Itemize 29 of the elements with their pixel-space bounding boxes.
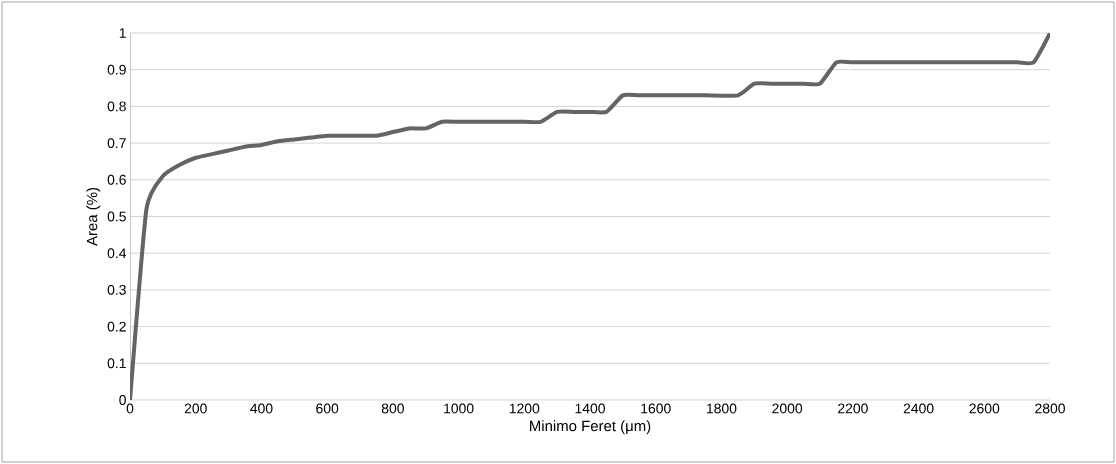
y-tick-label: 1 — [119, 28, 126, 38]
y-tick-label: 0.7 — [107, 138, 126, 149]
x-tick-label: 2800 — [1035, 403, 1065, 414]
x-tick-label: 400 — [250, 403, 273, 414]
x-tick-label: 2000 — [772, 403, 803, 414]
y-axis-title: Area (%) — [86, 187, 101, 246]
y-tick-label: 0 — [119, 395, 126, 405]
y-tick-label: 0.3 — [107, 284, 126, 295]
x-tick-label: 1400 — [575, 403, 605, 414]
x-tick-label: 1800 — [706, 403, 737, 414]
x-tick-label: 600 — [316, 403, 339, 414]
y-tick-label: 0.1 — [107, 358, 126, 369]
x-axis-title: Minimo Feret (μm) — [530, 420, 651, 435]
x-tick-label: 0 — [126, 403, 134, 414]
x-tick-label: 2600 — [969, 403, 1000, 414]
x-tick-label: 1200 — [509, 403, 540, 414]
y-tick-label: 0.2 — [107, 321, 126, 332]
x-tick-label: 2400 — [903, 403, 934, 414]
y-tick-label: 0.9 — [107, 64, 126, 75]
x-tick-label: 200 — [184, 403, 207, 414]
x-tick-label: 1000 — [444, 403, 474, 414]
y-tick-label: 0.8 — [107, 101, 126, 112]
x-tick-label: 2200 — [838, 403, 868, 414]
x-tick-label: 800 — [381, 403, 404, 414]
x-tick-label: 1600 — [641, 403, 671, 414]
y-tick-label: 0.5 — [107, 211, 126, 222]
y-tick-label: 0.6 — [107, 174, 126, 185]
line-series — [130, 32, 1051, 400]
y-tick-label: 0.4 — [107, 248, 127, 259]
